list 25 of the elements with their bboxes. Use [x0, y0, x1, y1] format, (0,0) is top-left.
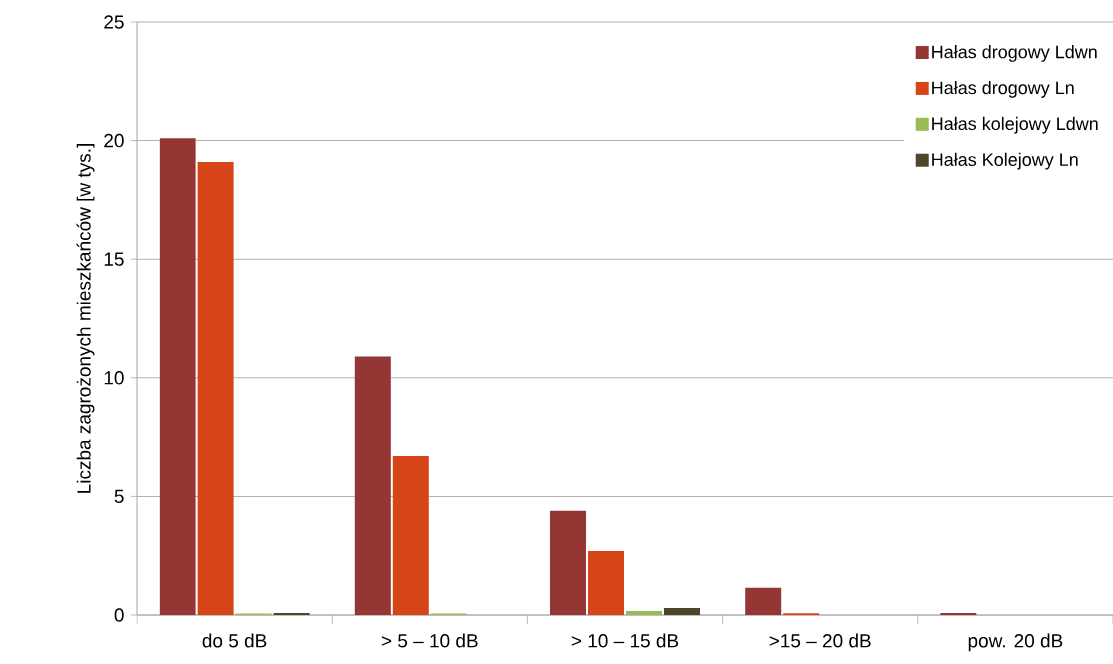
- bar: [392, 456, 429, 615]
- x-tick-label: do 5 dB: [202, 633, 267, 648]
- y-axis-title: Liczba zagrożonych mieszkańców [w tys.]: [76, 144, 95, 493]
- bar: [354, 356, 391, 615]
- bar: [159, 138, 196, 615]
- legend-label: Hałas drogowy Ldwn: [932, 45, 1097, 62]
- y-tick-label: 10: [104, 371, 124, 385]
- y-tick-label: 15: [104, 252, 124, 266]
- legend-label: Hałas Kolejowy Ln: [932, 152, 1078, 170]
- y-tick-label: 0: [114, 608, 124, 622]
- y-tick-label: 5: [114, 489, 124, 504]
- x-tick-label: pow. 20 dB: [968, 633, 1063, 652]
- legend-label: Hałas kolejowy Ldwn: [932, 116, 1098, 134]
- bar: [664, 607, 701, 615]
- y-tick-label: 25: [104, 15, 124, 29]
- x-tick-label: >15 – 20 dB: [769, 633, 871, 648]
- bar: [745, 587, 782, 615]
- legend-label: Hałas drogowy Ln: [932, 80, 1074, 98]
- x-tick-label: > 10 – 15 dB: [571, 633, 679, 648]
- bar: [550, 510, 587, 615]
- bar: [197, 161, 234, 615]
- y-tick-label: 20: [104, 133, 124, 148]
- bar: [588, 550, 625, 615]
- x-tick-label: > 5 – 10 dB: [381, 633, 478, 648]
- bar: [626, 610, 663, 615]
